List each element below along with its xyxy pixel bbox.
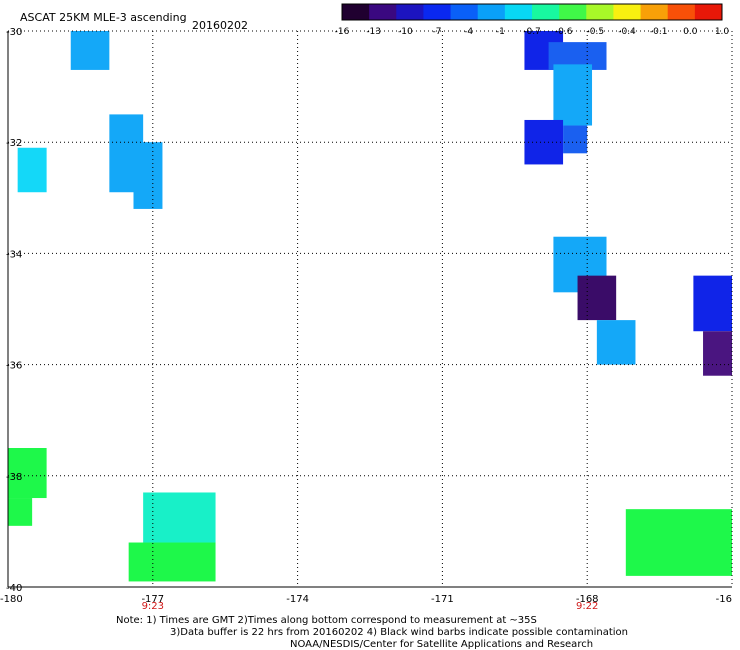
colorbar-swatch [532, 4, 560, 20]
colorbar-tick-label: -13 [366, 27, 381, 37]
colorbar-tick-label: -0.1 [650, 27, 668, 37]
colorbar-swatch [613, 4, 642, 20]
lon-tick-label: -16 [716, 594, 732, 605]
data-cell-17 [128, 542, 216, 582]
colorbar-tick-label: -1 [496, 27, 505, 37]
lon-tick-label: -177 [141, 594, 164, 605]
colorbar-tick-label: -0.4 [618, 27, 636, 37]
data-cell-6 [553, 64, 593, 126]
lon-tick-label: -171 [431, 594, 454, 605]
colorbar-swatch [342, 4, 370, 20]
data-cell-7 [524, 119, 564, 165]
map-grid [8, 30, 733, 588]
data-cell-11 [596, 320, 636, 365]
time-label: 9:22 [576, 601, 598, 612]
colorbar: -16 -13 -10 -7 -4 -1 -0.7 -0.6 -0.5 -0.4 -0.1 0.0 1.… [335, 3, 730, 37]
lon-tick-label: -174 [286, 594, 309, 605]
lon-tick-label: -168 [576, 594, 599, 605]
time-label: 9:23 [142, 601, 164, 612]
lon-tick-label: -180 [0, 594, 23, 605]
colorbar-tick-label: -4 [464, 27, 473, 37]
footer-note-2: 3)Data buffer is 22 hrs from 20160202 4)… [170, 627, 628, 638]
lat-tick-label: -34 [6, 249, 22, 260]
colorbar-swatch [586, 4, 614, 20]
data-cell-0 [70, 31, 110, 70]
longitude-labels: -180 -177 -174 -171 -168 -16 [0, 594, 732, 605]
lat-tick-label: -40 [6, 583, 22, 594]
colorbar-labels: -16 -13 -10 -7 -4 -1 -0.7 -0.6 -0.5 -0.4 -0.1 0.0 1.… [335, 27, 730, 37]
colorbar-swatch [667, 4, 696, 20]
colorbar-swatch [640, 4, 669, 20]
colorbar-swatch [477, 4, 506, 20]
lat-tick-label: -38 [6, 472, 22, 483]
colorbar-tick-label: -0.7 [523, 27, 541, 37]
lat-tick-label: -30 [6, 27, 22, 38]
colorbar-swatches [342, 4, 723, 20]
data-cell-3 [133, 142, 163, 209]
colorbar-tick-label: -0.5 [587, 27, 605, 37]
colorbar-swatch [559, 4, 587, 20]
data-cell-10 [577, 275, 617, 321]
data-cell-16 [143, 492, 216, 543]
colorbar-swatch [450, 4, 479, 20]
colorbar-tick-label: -7 [433, 27, 442, 37]
colorbar-tick-label: 1.0 [715, 27, 730, 37]
data-cell-15 [8, 498, 33, 526]
colorbar-tick-label: -16 [335, 27, 350, 37]
lat-tick-label: -36 [6, 361, 22, 372]
colorbar-tick-label: -0.6 [555, 27, 573, 37]
colorbar-swatch [694, 4, 723, 20]
colorbar-tick-label: -10 [398, 27, 413, 37]
data-cell-1 [17, 147, 47, 193]
colorbar-frame [341, 3, 723, 21]
time-labels: 9:23 9:22 [142, 601, 599, 612]
colorbar-tick-label: 0.0 [683, 27, 698, 37]
colorbar-swatch [423, 4, 452, 20]
colorbar-swatch [369, 4, 397, 20]
data-cell-18 [625, 509, 732, 576]
footer-credit: NOAA/NESDIS/Center for Satellite Applica… [290, 639, 593, 650]
data-cell-14 [8, 448, 47, 499]
footer-note-1: Note: 1) Times are GMT 2)Times along bot… [116, 615, 537, 626]
data-cell-13 [703, 331, 732, 376]
data-cell-12 [693, 275, 732, 332]
lat-tick-label: -32 [6, 138, 22, 149]
map-frame [7, 31, 732, 588]
colorbar-swatch [396, 4, 424, 20]
product-title: ASCAT 25KM MLE-3 ascending [20, 11, 187, 24]
colorbar-swatch [504, 4, 533, 20]
date-label: 20160202 [192, 19, 248, 32]
data-cells [8, 31, 732, 582]
data-cell-8 [563, 125, 588, 154]
latitude-labels: -30 -32 -34 -36 -38 -40 [6, 27, 22, 594]
